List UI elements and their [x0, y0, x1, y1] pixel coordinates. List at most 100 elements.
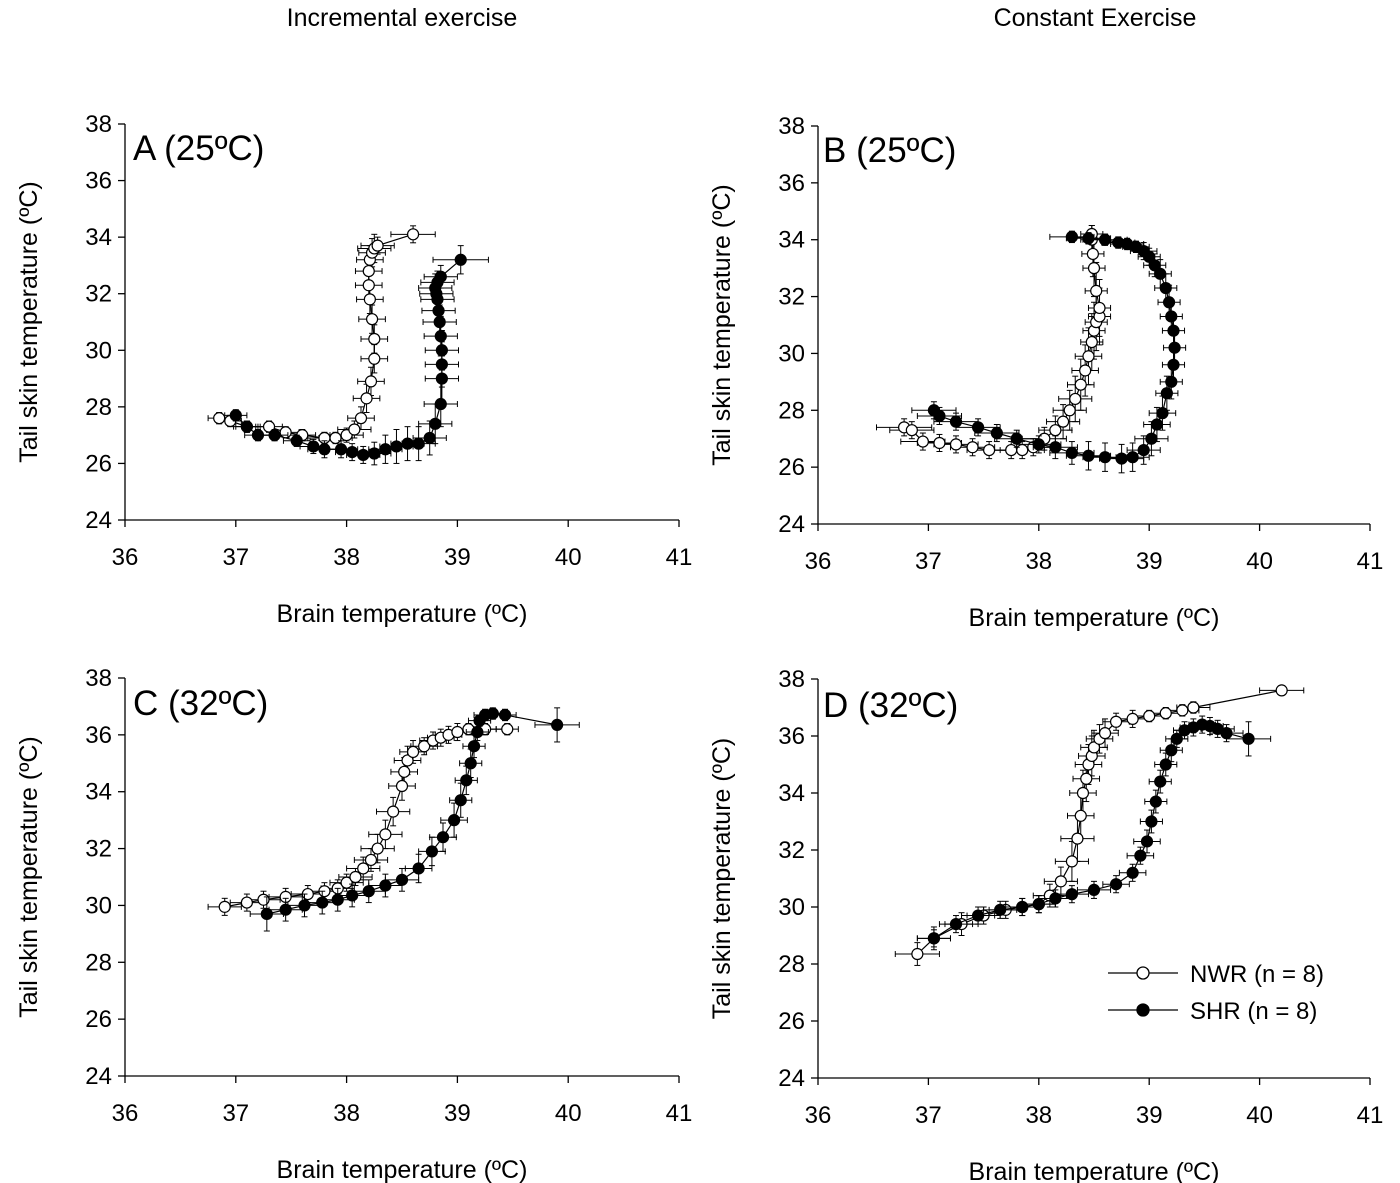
y-tick-label: 26	[778, 1008, 805, 1035]
y-tick-label: 32	[778, 837, 805, 864]
y-tick-label: 34	[778, 780, 805, 807]
shr-point	[454, 253, 467, 266]
nwr-point	[1159, 707, 1172, 720]
x-axis-label: Brain temperature (ºC)	[277, 600, 528, 628]
nwr-point	[1086, 247, 1099, 261]
nwr-point	[1016, 443, 1029, 457]
y-tick-label: 28	[85, 949, 112, 976]
nwr-point	[357, 862, 370, 875]
x-tick-label: 38	[1025, 548, 1052, 575]
y-tick-label: 36	[778, 723, 805, 750]
shr-point	[1126, 451, 1139, 464]
x-tick-label: 38	[333, 544, 360, 571]
y-tick-label: 24	[778, 1065, 805, 1092]
shr-point	[1159, 758, 1172, 771]
shr-point	[1154, 775, 1167, 788]
nwr-point	[379, 828, 392, 841]
nwr-point	[354, 412, 368, 425]
panel-d: 24 26 28 30 32 34 36 38 36 37 38 39 40 41 Brain temper…	[708, 666, 1383, 1183]
shr-point	[460, 774, 473, 787]
shr-point	[290, 434, 303, 447]
nwr-point	[1176, 704, 1189, 717]
nwr-point	[1074, 809, 1087, 822]
shr-point	[1134, 849, 1147, 862]
shr-point	[1167, 324, 1180, 337]
nwr-point	[1109, 715, 1123, 728]
nwr-point	[983, 443, 996, 457]
y-axis-label: Tail skin temperature (ºC)	[708, 184, 736, 465]
legend: NWR (n = 8) SHR (n = 8)	[1108, 961, 1324, 1025]
shr-point	[1087, 883, 1101, 897]
shr-point	[423, 431, 436, 445]
shr-point	[279, 903, 292, 916]
shr-point	[435, 372, 448, 385]
nwr-point	[1079, 364, 1092, 377]
x-tick-label: 38	[333, 1100, 360, 1127]
nwr-point	[1275, 684, 1288, 697]
y-tick-label: 24	[85, 1063, 112, 1090]
y-tick-label: 38	[778, 113, 805, 140]
shr-point	[1242, 732, 1255, 745]
shr-point	[1098, 233, 1112, 246]
nwr-point	[340, 876, 353, 889]
shr-point	[1098, 451, 1112, 464]
nwr-point	[406, 228, 420, 241]
nwr-point	[218, 900, 231, 913]
shr-point	[949, 415, 963, 428]
nwr-point	[1087, 741, 1101, 754]
shr-point	[1165, 310, 1178, 323]
shr-point	[1165, 375, 1178, 388]
shr-point	[412, 862, 425, 875]
nwr-point	[501, 723, 514, 736]
shr-point	[971, 909, 985, 922]
shr-point	[1145, 432, 1158, 445]
shr-point	[1150, 418, 1164, 431]
shr-point	[379, 879, 392, 892]
shr-point	[464, 757, 477, 770]
series-line	[219, 233, 414, 439]
y-tick-label: 24	[778, 511, 805, 538]
legend-shr-label: SHR (n = 8)	[1190, 998, 1317, 1025]
x-tick-label: 39	[1136, 1102, 1163, 1129]
shr-point	[435, 344, 448, 357]
x-tick-label: 37	[915, 1102, 942, 1129]
nwr-point	[365, 313, 379, 326]
series-shr	[911, 230, 1187, 474]
shr-point	[1032, 438, 1045, 451]
y-tick-label: 38	[85, 111, 112, 138]
nwr-point	[371, 842, 384, 855]
nwr-point	[418, 740, 431, 753]
nwr-point	[1065, 855, 1079, 868]
y-tick-label: 38	[85, 665, 112, 692]
nwr-point	[368, 332, 381, 346]
nwr-point	[368, 352, 381, 365]
nwr-point	[349, 870, 362, 884]
nwr-point	[406, 745, 420, 759]
nwr-point	[371, 239, 384, 252]
panel-label: A (25ºC)	[133, 129, 264, 168]
y-tick-label: 36	[778, 170, 805, 197]
x-axis-label: Brain temperature (ºC)	[969, 604, 1220, 632]
panel-label: D (32ºC)	[823, 686, 958, 725]
nwr-point	[1093, 301, 1106, 315]
shr-point	[334, 443, 348, 456]
shr-point	[1145, 815, 1158, 828]
nwr-point	[364, 853, 378, 867]
x-tick-label: 37	[222, 544, 249, 571]
series-shr	[249, 707, 580, 932]
nwr-point	[1143, 709, 1156, 723]
nwr-point	[362, 279, 375, 292]
shr-point	[994, 903, 1007, 916]
nwr-point	[1071, 832, 1084, 845]
y-tick-label: 28	[778, 397, 805, 424]
nwr-point	[1126, 712, 1139, 726]
panel-b: 24 26 28 30 32 34 36 38 36 37 38 39 40 41 Brain temper…	[708, 113, 1383, 632]
y-tick-label: 32	[85, 836, 112, 863]
shr-point	[1162, 296, 1176, 309]
shr-point	[298, 899, 311, 912]
y-axis-label: Tail skin temperature (ºC)	[15, 736, 43, 1017]
x-tick-label: 40	[555, 544, 582, 571]
x-tick-label: 36	[112, 544, 139, 571]
legend-shr-marker	[1136, 1003, 1150, 1017]
